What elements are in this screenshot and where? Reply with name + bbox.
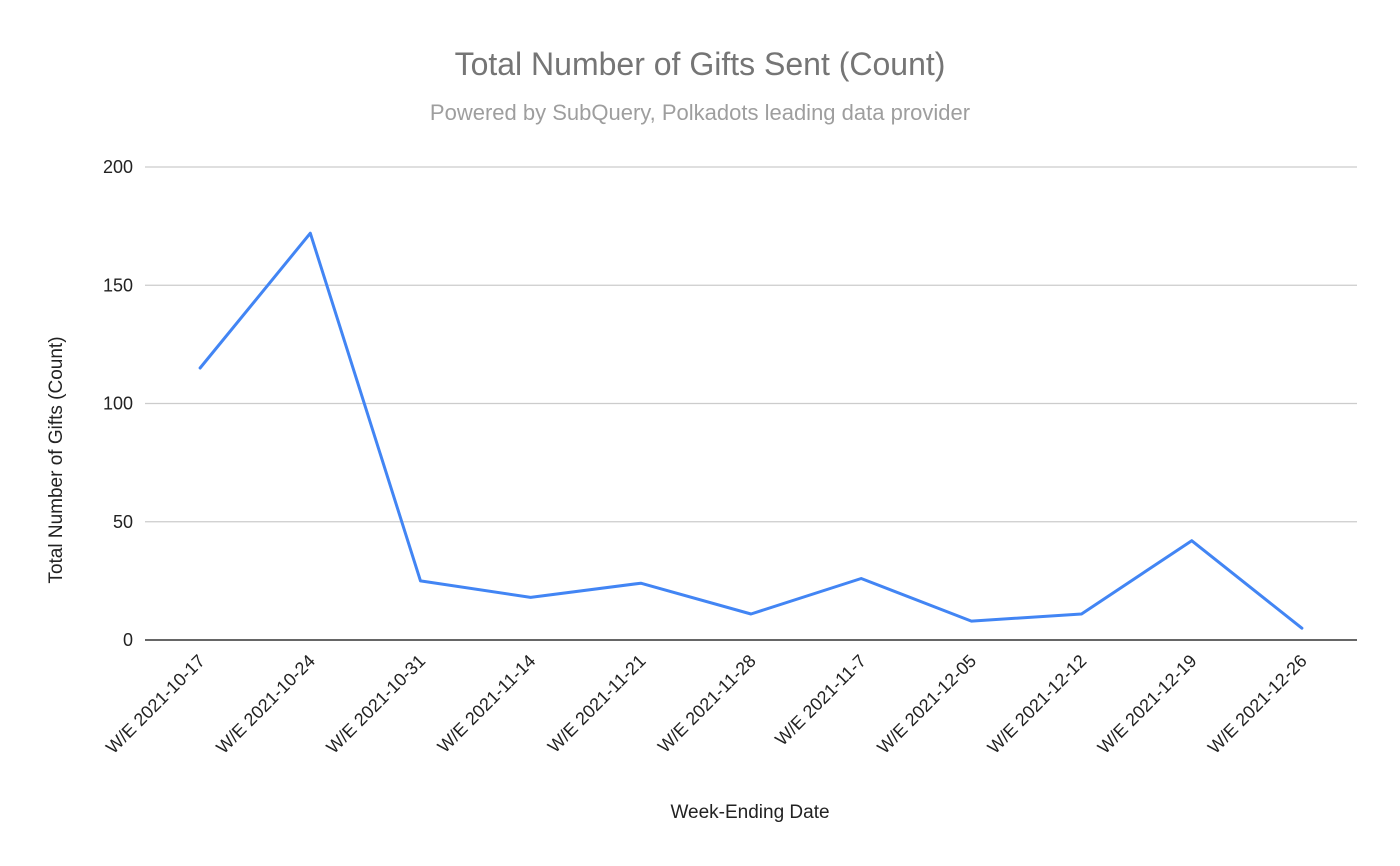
y-tick-label: 200: [103, 157, 133, 177]
data-point: [859, 577, 863, 581]
x-axis-title: Week-Ending Date: [670, 802, 829, 823]
data-point: [308, 231, 312, 235]
x-tick-label: W/E 2021-11-7: [771, 651, 870, 750]
data-point: [1080, 612, 1084, 616]
x-axis-ticks: W/E 2021-10-17 W/E 2021-10-24 W/E 2021-10-…: [102, 651, 1311, 758]
y-axis-ticks: 0 50 100 150 200: [103, 157, 133, 650]
x-tick-label: W/E 2021-12-05: [873, 651, 980, 758]
x-tick-label: W/E 2021-12-12: [984, 651, 1091, 758]
x-tick-label: W/E 2021-10-17: [102, 651, 209, 758]
x-tick-label: W/E 2021-10-24: [212, 651, 319, 758]
data-point: [198, 366, 202, 370]
data-point: [969, 619, 973, 623]
data-point: [749, 612, 753, 616]
x-tick-label: W/E 2021-10-31: [322, 651, 429, 758]
chart-title: Total Number of Gifts Sent (Count): [455, 46, 946, 82]
data-point: [529, 595, 533, 599]
chart-subtitle: Powered by SubQuery, Polkadots leading d…: [430, 100, 970, 125]
y-tick-label: 150: [103, 275, 133, 295]
x-tick-label: W/E 2021-11-28: [654, 651, 760, 757]
series-line-0: [198, 231, 1304, 630]
series-layer: [198, 231, 1304, 630]
y-axis-title: Total Number of Gifts (Count): [46, 336, 67, 583]
x-tick-label: W/E 2021-11-14: [434, 651, 540, 757]
data-point: [1300, 626, 1304, 630]
y-tick-label: 50: [113, 512, 133, 532]
data-point: [639, 581, 643, 585]
data-point: [1190, 539, 1194, 543]
gridlines: [145, 166, 1357, 523]
data-point: [418, 579, 422, 583]
x-tick-label: W/E 2021-12-19: [1094, 651, 1201, 758]
y-tick-label: 100: [103, 394, 133, 414]
y-tick-label: 0: [123, 630, 133, 650]
x-tick-label: W/E 2021-12-26: [1204, 651, 1311, 758]
x-tick-label: W/E 2021-11-21: [544, 651, 650, 757]
